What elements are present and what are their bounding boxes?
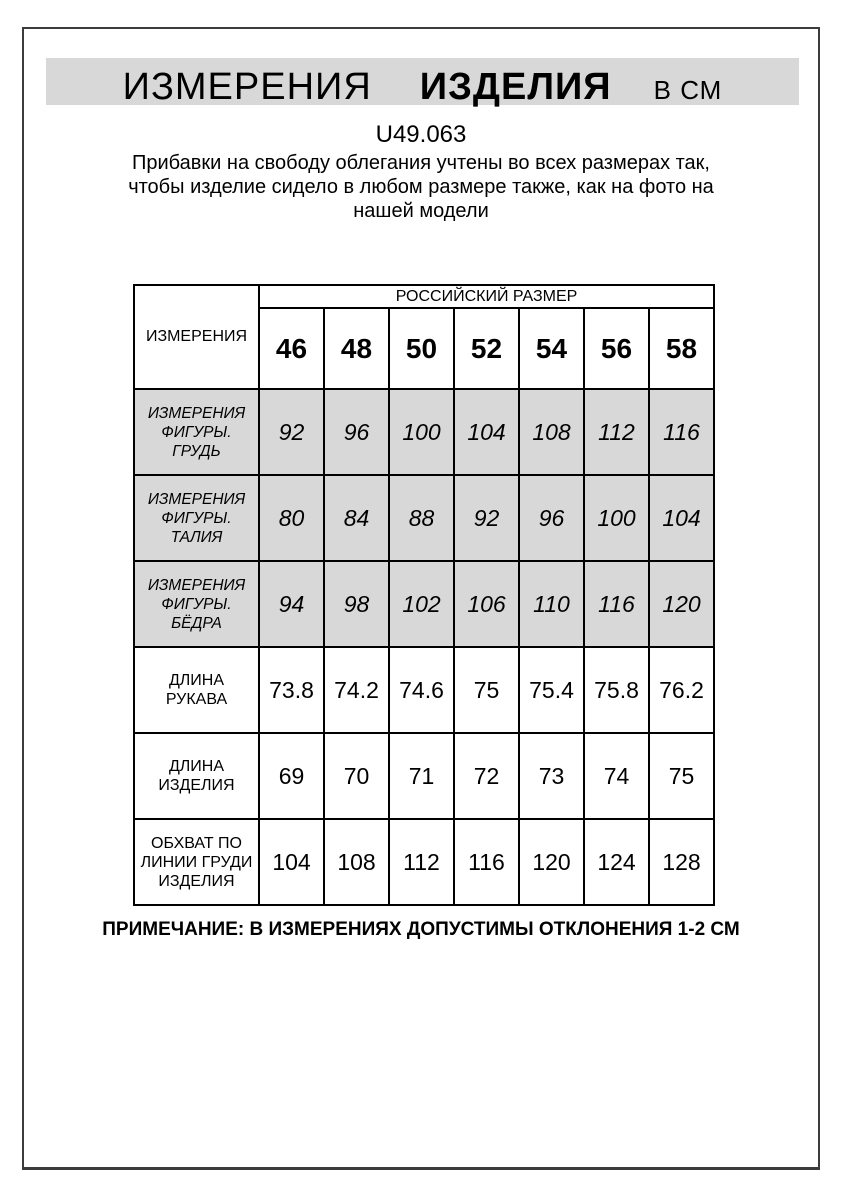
value-cell: 124: [583, 818, 650, 906]
value-cell: 112: [388, 818, 455, 906]
value-cell: 94: [258, 560, 325, 648]
value-cell: 96: [323, 388, 390, 476]
value-cell: 69: [258, 732, 325, 820]
value-cell: 100: [583, 474, 650, 562]
size-column-header: 48: [323, 307, 390, 390]
value-cell: 70: [323, 732, 390, 820]
value-cell: 104: [648, 474, 715, 562]
title-units: В СМ: [653, 75, 723, 105]
value-cell: 104: [258, 818, 325, 906]
value-cell: 108: [323, 818, 390, 906]
value-cell: 74.6: [388, 646, 455, 734]
row-label: ДЛИНА ИЗДЕЛИЯ: [133, 732, 260, 820]
table-row-figure-chest: ИЗМЕРЕНИЯ ФИГУРЫ. ГРУДЬ 92 96 100 104 10…: [133, 388, 715, 476]
row-label: ИЗМЕРЕНИЯ ФИГУРЫ. ТАЛИЯ: [133, 474, 260, 562]
value-cell: 116: [648, 388, 715, 476]
row-label: ДЛИНА РУКАВА: [133, 646, 260, 734]
article-code: U49.063: [375, 121, 467, 148]
value-cell: 116: [453, 818, 520, 906]
value-cell: 80: [258, 474, 325, 562]
fit-description-line: Прибавки на свободу облегания учтены во …: [132, 152, 710, 174]
fit-description-line: чтобы изделие сидело в любом размере так…: [128, 176, 714, 198]
size-chart-table: ИЗМЕРЕНИЯ РОССИЙСКИЙ РАЗМЕР 46 48 50 52 …: [133, 284, 715, 906]
value-cell: 116: [583, 560, 650, 648]
value-cell: 120: [648, 560, 715, 648]
row-label: ИЗМЕРЕНИЯ ФИГУРЫ. ГРУДЬ: [133, 388, 260, 476]
value-cell: 108: [518, 388, 585, 476]
value-cell: 75: [453, 646, 520, 734]
value-cell: 76.2: [648, 646, 715, 734]
value-cell: 73: [518, 732, 585, 820]
value-cell: 112: [583, 388, 650, 476]
size-column-header: 46: [258, 307, 325, 390]
value-cell: 72: [453, 732, 520, 820]
title-product: ИЗДЕЛИЯ: [419, 66, 612, 108]
title-band: ИЗМЕРЕНИЯ ИЗДЕЛИЯ В СМ: [46, 58, 799, 108]
value-cell: 106: [453, 560, 520, 648]
title-measurements: ИЗМЕРЕНИЯ: [122, 66, 372, 108]
size-column-header: 58: [648, 307, 715, 390]
size-column-header: 52: [453, 307, 520, 390]
value-cell: 73.8: [258, 646, 325, 734]
value-cell: 98: [323, 560, 390, 648]
value-cell: 92: [258, 388, 325, 476]
value-cell: 110: [518, 560, 585, 648]
value-cell: 128: [648, 818, 715, 906]
table-corner-label: ИЗМЕРЕНИЯ: [133, 284, 260, 390]
size-column-header: 56: [583, 307, 650, 390]
value-cell: 92: [453, 474, 520, 562]
value-cell: 75: [648, 732, 715, 820]
table-row-figure-waist: ИЗМЕРЕНИЯ ФИГУРЫ. ТАЛИЯ 80 84 88 92 96 1…: [133, 474, 715, 562]
value-cell: 100: [388, 388, 455, 476]
value-cell: 75.4: [518, 646, 585, 734]
value-cell: 120: [518, 818, 585, 906]
value-cell: 102: [388, 560, 455, 648]
value-cell: 104: [453, 388, 520, 476]
fit-description: Прибавки на свободу облегания учтены во …: [24, 151, 818, 223]
value-cell: 88: [388, 474, 455, 562]
size-group-header: РОССИЙСКИЙ РАЗМЕР: [258, 284, 715, 309]
table-row-sleeve-length: ДЛИНА РУКАВА 73.8 74.2 74.6 75 75.4 75.8…: [133, 646, 715, 734]
value-cell: 96: [518, 474, 585, 562]
row-label: ОБХВАТ ПО ЛИНИИ ГРУДИ ИЗДЕЛИЯ: [133, 818, 260, 906]
value-cell: 75.8: [583, 646, 650, 734]
document-page: ИЗМЕРЕНИЯ ИЗДЕЛИЯ В СМ U49.063 Прибавки …: [22, 27, 820, 1170]
table-row-garment-chest: ОБХВАТ ПО ЛИНИИ ГРУДИ ИЗДЕЛИЯ 104 108 11…: [133, 818, 715, 906]
fit-description-line: нашей модели: [353, 200, 489, 222]
row-label: ИЗМЕРЕНИЯ ФИГУРЫ. БЁДРА: [133, 560, 260, 648]
table-row-figure-hips: ИЗМЕРЕНИЯ ФИГУРЫ. БЁДРА 94 98 102 106 11…: [133, 560, 715, 648]
table-row-garment-length: ДЛИНА ИЗДЕЛИЯ 69 70 71 72 73 74 75: [133, 732, 715, 820]
value-cell: 84: [323, 474, 390, 562]
tolerance-note: ПРИМЕЧАНИЕ: В ИЗМЕРЕНИЯХ ДОПУСТИМЫ ОТКЛО…: [102, 919, 740, 940]
size-column-header: 50: [388, 307, 455, 390]
value-cell: 74.2: [323, 646, 390, 734]
size-column-header: 54: [518, 307, 585, 390]
value-cell: 74: [583, 732, 650, 820]
value-cell: 71: [388, 732, 455, 820]
